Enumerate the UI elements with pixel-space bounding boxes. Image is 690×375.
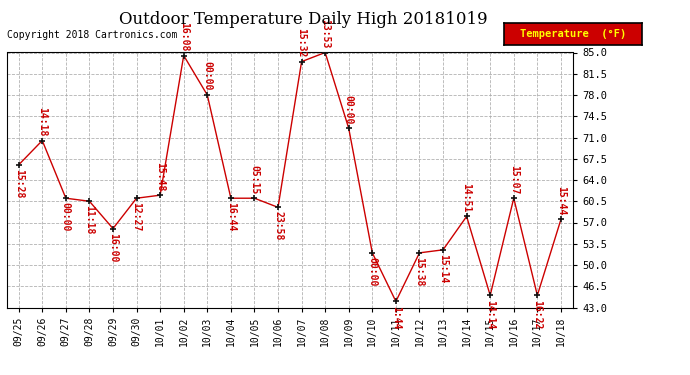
- Text: 13:53: 13:53: [320, 19, 330, 48]
- Text: 15:28: 15:28: [14, 169, 23, 198]
- Text: 15:48: 15:48: [155, 162, 165, 191]
- Text: 14:14: 14:14: [485, 300, 495, 329]
- Text: 15:44: 15:44: [556, 186, 566, 215]
- Text: 00:00: 00:00: [344, 95, 354, 124]
- Text: 14:51: 14:51: [462, 183, 471, 212]
- Text: 00:00: 00:00: [202, 62, 213, 91]
- Text: 1:44: 1:44: [391, 306, 401, 329]
- Text: 16:08: 16:08: [179, 22, 188, 51]
- Text: 15:38: 15:38: [415, 257, 424, 286]
- Text: 16:00: 16:00: [108, 233, 118, 262]
- Text: 15:32: 15:32: [297, 28, 306, 57]
- Text: 14:18: 14:18: [37, 107, 47, 136]
- Text: 15:14: 15:14: [438, 254, 448, 284]
- Text: Copyright 2018 Cartronics.com: Copyright 2018 Cartronics.com: [7, 30, 177, 40]
- Text: 00:00: 00:00: [367, 257, 377, 286]
- Text: 12:27: 12:27: [132, 202, 141, 232]
- Text: 16:44: 16:44: [226, 202, 236, 232]
- Text: 15:07: 15:07: [509, 165, 519, 194]
- Text: 00:00: 00:00: [61, 202, 71, 232]
- Text: Outdoor Temperature Daily High 20181019: Outdoor Temperature Daily High 20181019: [119, 11, 488, 28]
- Text: 16:22: 16:22: [533, 300, 542, 329]
- Text: 05:15: 05:15: [250, 165, 259, 194]
- Text: 11:18: 11:18: [84, 206, 95, 235]
- Text: 23:58: 23:58: [273, 211, 283, 241]
- Text: Temperature  (°F): Temperature (°F): [520, 29, 626, 39]
